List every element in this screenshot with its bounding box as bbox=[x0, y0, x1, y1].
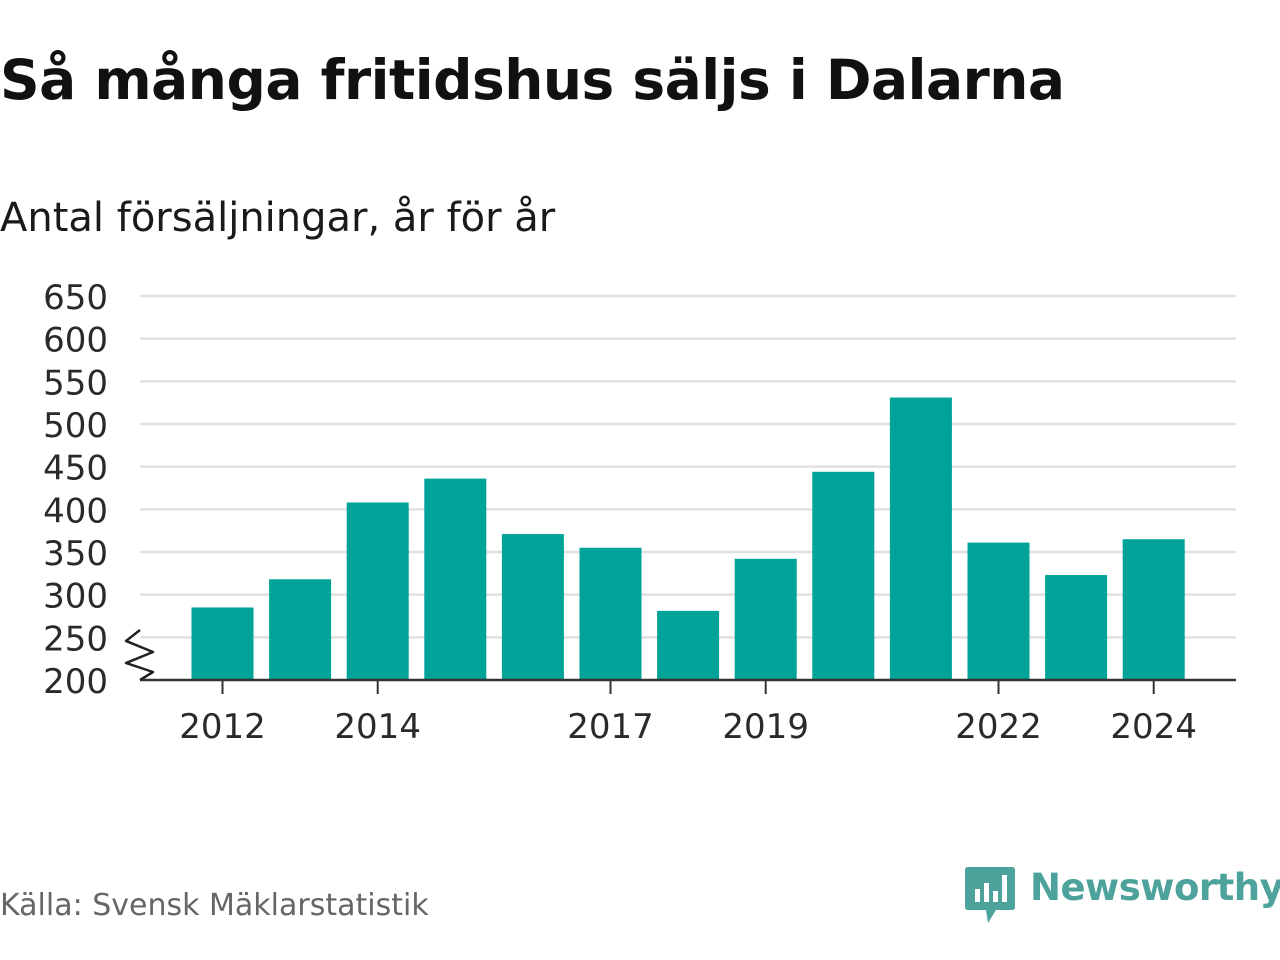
chart-title: Så många fritidshus säljs i Dalarna bbox=[0, 48, 1065, 112]
y-tick-label: 650 bbox=[43, 278, 108, 318]
bar-2017 bbox=[579, 547, 642, 680]
brand-logo-block: Newsworthy bbox=[964, 864, 1280, 928]
bar-2019 bbox=[734, 558, 797, 680]
y-tick-label: 300 bbox=[43, 577, 108, 617]
x-tick-label: 2019 bbox=[722, 707, 809, 747]
brand-name: Newsworthy bbox=[1030, 866, 1280, 909]
y-tick-label: 550 bbox=[43, 363, 108, 403]
x-tick-label: 2012 bbox=[179, 707, 266, 747]
source-note: Källa: Svensk Mäklarstatistik bbox=[0, 888, 429, 923]
bar-2020 bbox=[812, 471, 875, 680]
bars bbox=[191, 397, 1185, 680]
y-axis-break-icon bbox=[124, 629, 155, 682]
x-axis-tick-labels: 2012 2014 2017 2019 2022 2024 bbox=[179, 707, 1197, 747]
bar-2023 bbox=[1045, 575, 1108, 680]
bar-2016 bbox=[501, 534, 564, 680]
y-tick-label: 500 bbox=[43, 406, 108, 446]
axis-break-zigzag bbox=[124, 629, 155, 682]
y-tick-label: 400 bbox=[43, 491, 108, 531]
newsworthy-logo-icon bbox=[965, 867, 1015, 923]
y-tick-label: 200 bbox=[43, 662, 108, 702]
bar-2022 bbox=[967, 542, 1030, 680]
x-tick-label: 2017 bbox=[567, 707, 654, 747]
bar-2014 bbox=[346, 502, 409, 680]
bar-2021 bbox=[889, 397, 952, 680]
gridlines bbox=[140, 294, 1236, 639]
x-tick-label: 2014 bbox=[334, 707, 421, 747]
y-tick-label: 600 bbox=[43, 321, 108, 361]
y-tick-label: 250 bbox=[43, 619, 108, 659]
bar-2012 bbox=[191, 607, 254, 680]
x-tick-label: 2024 bbox=[1110, 707, 1197, 747]
bar-2015 bbox=[424, 478, 487, 680]
y-tick-label: 450 bbox=[43, 449, 108, 489]
x-axis bbox=[140, 678, 1236, 694]
bar-2018 bbox=[657, 610, 720, 680]
bar-2024 bbox=[1122, 539, 1185, 680]
bar-2013 bbox=[269, 579, 332, 680]
y-tick-label: 350 bbox=[43, 534, 108, 574]
chart-subtitle: Antal försäljningar, år för år bbox=[0, 195, 556, 241]
x-tick-label: 2022 bbox=[955, 707, 1042, 747]
